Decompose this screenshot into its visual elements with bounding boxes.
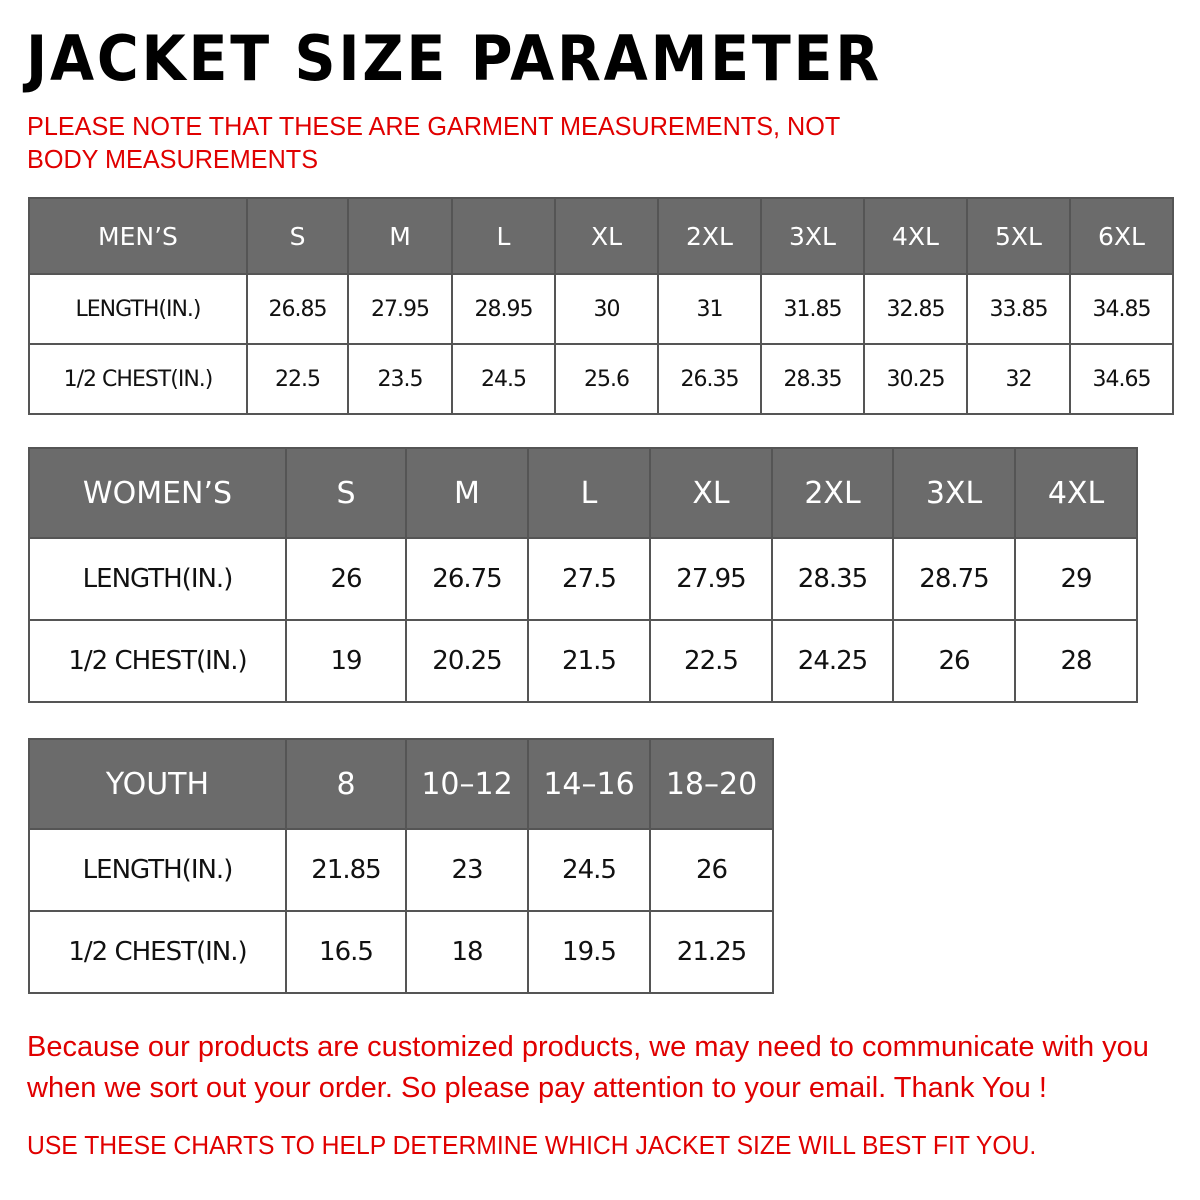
measurement-cell: 26.75 — [405, 537, 529, 621]
size-header-cell: 6XL — [1069, 197, 1174, 275]
page-title: JACKET SIZE PARAMETER — [26, 22, 882, 95]
measurement-cell: 24.5 — [451, 343, 556, 415]
measurement-label: LENGTH(IN.) — [28, 828, 287, 912]
measurement-label: 1/2 CHEST(IN.) — [28, 619, 287, 703]
measurement-cell: 24.5 — [527, 828, 651, 912]
size-header-cell: L — [451, 197, 556, 275]
measurement-cell: 21.5 — [527, 619, 651, 703]
size-header-cell: 10–12 — [405, 738, 529, 830]
size-header-cell: 2XL — [771, 447, 894, 539]
measurement-label: 1/2 CHEST(IN.) — [28, 343, 248, 415]
size-header-cell: 3XL — [760, 197, 865, 275]
table-header-row: MEN’S S M L XL 2XL 3XL 4XL 5XL 6XL — [28, 197, 1174, 275]
size-header-cell: XL — [649, 447, 773, 539]
table-category-label: MEN’S — [28, 197, 248, 275]
table-row: 1/2 CHEST(IN.) 22.5 23.5 24.5 25.6 26.35 28.35… — [28, 343, 1174, 415]
measurement-cell: 28 — [1014, 619, 1138, 703]
measurement-cell: 30 — [554, 273, 659, 345]
measurement-cell: 23.5 — [347, 343, 453, 415]
measurement-cell: 19.5 — [527, 910, 651, 994]
size-header-cell: M — [347, 197, 453, 275]
table-header-row: WOMEN’S S M L XL 2XL 3XL 4XL — [28, 447, 1138, 539]
size-header-cell: S — [285, 447, 407, 539]
measurement-cell: 25.6 — [554, 343, 659, 415]
measurement-cell: 28.75 — [892, 537, 1016, 621]
table-row: LENGTH(IN.) 21.85 23 24.5 26 — [28, 828, 774, 912]
measurement-cell: 33.85 — [966, 273, 1071, 345]
table-row: LENGTH(IN.) 26 26.75 27.5 27.95 28.35 28.75 29 — [28, 537, 1138, 621]
measurement-cell: 21.25 — [649, 910, 774, 994]
usage-note: USE THESE CHARTS TO HELP DETERMINE WHICH… — [27, 1130, 1037, 1160]
measurement-cell: 18 — [405, 910, 529, 994]
size-header-cell: L — [527, 447, 651, 539]
customization-notice: Because our products are customized prod… — [27, 1031, 1149, 1104]
table-row: LENGTH(IN.) 26.85 27.95 28.95 30 31 31.85 32.85… — [28, 273, 1174, 345]
measurement-cell: 28.95 — [451, 273, 556, 345]
size-header-cell: 3XL — [892, 447, 1016, 539]
measurement-cell: 28.35 — [760, 343, 865, 415]
size-header-cell: 4XL — [1014, 447, 1138, 539]
measurement-cell: 26 — [649, 828, 774, 912]
table-header-row: YOUTH 8 10–12 14–16 18–20 — [28, 738, 774, 830]
table-row: 1/2 CHEST(IN.) 16.5 18 19.5 21.25 — [28, 910, 774, 994]
measurement-cell: 26 — [892, 619, 1016, 703]
measurement-cell: 29 — [1014, 537, 1138, 621]
measurement-cell: 26.85 — [246, 273, 349, 345]
mens-size-table: MEN’S S M L XL 2XL 3XL 4XL 5XL 6XL LENGTH(IN.) 26.8… — [28, 197, 1174, 415]
measurement-cell: 16.5 — [285, 910, 407, 994]
measurement-label: LENGTH(IN.) — [28, 273, 248, 345]
size-header-cell: 4XL — [863, 197, 968, 275]
measurement-cell: 32 — [966, 343, 1071, 415]
size-header-cell: XL — [554, 197, 659, 275]
measurement-cell: 34.85 — [1069, 273, 1174, 345]
measurement-note: PLEASE NOTE THAT THESE ARE GARMENT MEASU… — [27, 111, 840, 174]
measurement-cell: 34.65 — [1069, 343, 1174, 415]
measurement-cell: 27.5 — [527, 537, 651, 621]
measurement-cell: 28.35 — [771, 537, 894, 621]
measurement-cell: 27.95 — [347, 273, 453, 345]
measurement-cell: 31 — [657, 273, 762, 345]
measurement-cell: 24.25 — [771, 619, 894, 703]
size-header-cell: 8 — [285, 738, 407, 830]
size-header-cell: 14–16 — [527, 738, 651, 830]
measurement-cell: 26.35 — [657, 343, 762, 415]
measurement-label: LENGTH(IN.) — [28, 537, 287, 621]
measurement-cell: 30.25 — [863, 343, 968, 415]
measurement-cell: 31.85 — [760, 273, 865, 345]
measurement-cell: 19 — [285, 619, 407, 703]
measurement-cell: 32.85 — [863, 273, 968, 345]
size-header-cell: 2XL — [657, 197, 762, 275]
measurement-cell: 21.85 — [285, 828, 407, 912]
table-row: 1/2 CHEST(IN.) 19 20.25 21.5 22.5 24.25 26 28 — [28, 619, 1138, 703]
measurement-cell: 27.95 — [649, 537, 773, 621]
measurement-cell: 26 — [285, 537, 407, 621]
size-header-cell: S — [246, 197, 349, 275]
table-category-label: YOUTH — [28, 738, 287, 830]
womens-size-table: WOMEN’S S M L XL 2XL 3XL 4XL LENGTH(IN.) 26 26.75 2… — [28, 447, 1138, 703]
table-category-label: WOMEN’S — [28, 447, 287, 539]
measurement-cell: 22.5 — [649, 619, 773, 703]
measurement-cell: 23 — [405, 828, 529, 912]
measurement-label: 1/2 CHEST(IN.) — [28, 910, 287, 994]
measurement-cell: 22.5 — [246, 343, 349, 415]
size-header-cell: 18–20 — [649, 738, 774, 830]
size-header-cell: 5XL — [966, 197, 1071, 275]
youth-size-table: YOUTH 8 10–12 14–16 18–20 LENGTH(IN.) 21.85 23 2… — [28, 738, 774, 994]
size-header-cell: M — [405, 447, 529, 539]
measurement-cell: 20.25 — [405, 619, 529, 703]
